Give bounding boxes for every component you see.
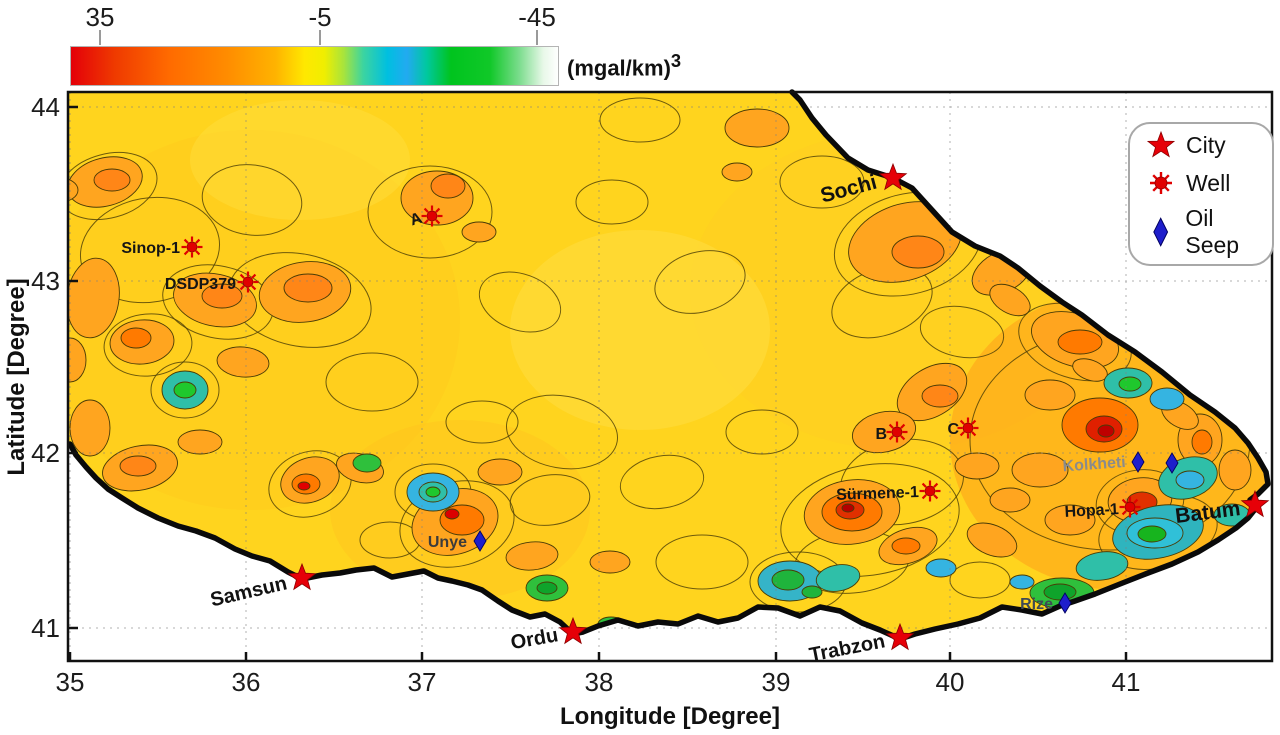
legend-label-oil-seep: Oil Seep <box>1185 205 1240 258</box>
oil-seep-marker-rize: Rize <box>1020 592 1072 614</box>
colorbar-unit-label: (mgal/km)3 <box>567 50 682 81</box>
well-icon <box>1119 496 1141 518</box>
graticule <box>68 92 1272 661</box>
diamond-icon <box>1165 452 1179 474</box>
diamond-icon <box>1058 592 1072 614</box>
well-icon <box>181 236 203 258</box>
well-label-b: B <box>875 426 887 443</box>
seep-label-kolkheti: Kolkheti <box>1062 454 1126 475</box>
star-icon <box>558 616 588 645</box>
legend-label-well: Well <box>1186 169 1231 196</box>
colorbar-tickmark <box>99 30 101 45</box>
star-icon <box>878 162 908 191</box>
well-label-dsdp379: DSDP379 <box>165 276 236 293</box>
well-marker-hopa-1: Hopa-1 <box>1064 496 1141 521</box>
well-marker-c: C <box>947 417 979 439</box>
city-label-samsun: Samsun <box>208 572 289 611</box>
star-icon <box>287 562 317 591</box>
well-label-hopa-1: Hopa-1 <box>1064 501 1119 521</box>
well-marker-dsdp379: DSDP379 <box>165 271 259 293</box>
well-icon <box>237 271 259 293</box>
x-tick-label: 41 <box>1112 667 1141 697</box>
diamond-icon <box>1153 217 1169 247</box>
well-icon <box>421 205 443 227</box>
high-anomaly-blobs <box>68 108 1252 574</box>
star-icon <box>1146 130 1176 158</box>
oil-seep-marker-kolkheti: Kolkheti <box>1062 451 1179 475</box>
diamond-icon <box>1131 451 1145 473</box>
y-tick-label: 43 <box>31 266 60 296</box>
colorbar-tick-label: -5 <box>308 2 332 32</box>
y-tick-label: 41 <box>31 613 60 643</box>
x-tick-label: 38 <box>585 667 614 697</box>
colorbar-tickmark <box>536 30 538 45</box>
coastline <box>67 89 1271 642</box>
diamond-icon <box>473 530 487 552</box>
well-icon <box>957 417 979 439</box>
well-marker-sinop-1: Sinop-1 <box>121 236 203 258</box>
legend-label-city: City <box>1186 131 1226 158</box>
well-icon <box>1150 172 1172 194</box>
well-label-c: C <box>947 421 959 438</box>
legend-item-well: Well <box>1130 168 1272 198</box>
seep-label-rize: Rize <box>1020 596 1053 613</box>
x-tick-label: 37 <box>408 667 437 697</box>
colorbar-unit-exponent: 3 <box>670 50 682 71</box>
axis-ticks <box>68 105 1128 661</box>
well-marker-s-rmene-1: Sürmene-1 <box>836 480 941 504</box>
x-axis-title: Longitude [Degree] <box>560 703 780 730</box>
star-icon <box>1240 489 1270 518</box>
well-icon <box>919 480 941 502</box>
well-marker-b: B <box>875 421 908 443</box>
legend-item-oil-seep: Oil Seep <box>1130 205 1272 259</box>
y-tick-label: 44 <box>31 92 60 122</box>
oil-seep-marker-unye: Unye <box>428 530 487 552</box>
plot-frame <box>66 90 1274 663</box>
well-icon <box>886 421 908 443</box>
well-label-s-rmene-1: Sürmene-1 <box>836 484 919 504</box>
well-label-a: A <box>408 210 425 230</box>
well-marker-a: A <box>408 205 443 230</box>
y-tick-label: 42 <box>31 438 60 468</box>
seep-label-unye: Unye <box>428 534 467 551</box>
contour-fill-layer <box>68 92 1268 639</box>
colorbar-tickmark <box>319 30 321 45</box>
x-tick-label: 39 <box>762 667 791 697</box>
y-axis-title: Latitude [Degree] <box>3 278 30 475</box>
city-marker-ordu: Ordu <box>509 616 588 654</box>
legend-item-city: City <box>1130 129 1272 161</box>
well-label-sinop-1: Sinop-1 <box>121 240 180 257</box>
x-tick-label: 40 <box>936 667 965 697</box>
colorbar-gradient <box>70 46 559 86</box>
city-label-ordu: Ordu <box>509 624 560 654</box>
colorbar-tick-label: 35 <box>85 2 115 32</box>
city-marker-samsun: Samsun <box>208 562 317 611</box>
x-tick-label: 36 <box>232 667 261 697</box>
colorbar-tick-label: -45 <box>518 2 556 32</box>
star-icon <box>885 622 915 651</box>
map-legend: City Well Oil Seep <box>1128 122 1274 266</box>
x-tick-label: 35 <box>56 667 85 697</box>
